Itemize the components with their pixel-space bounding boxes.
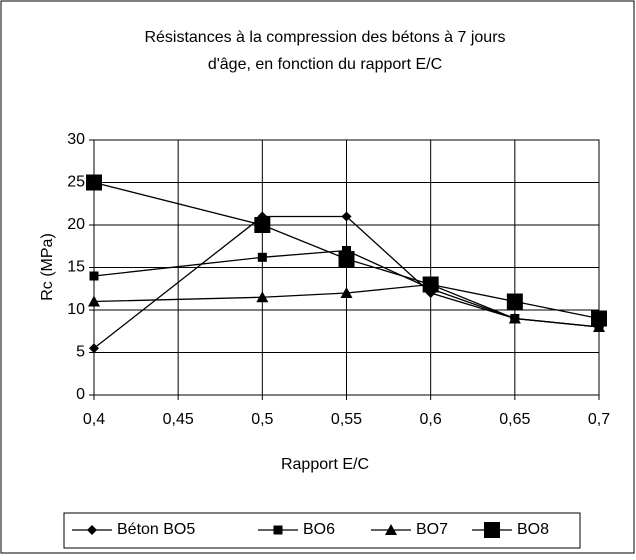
legend-marker	[273, 525, 283, 535]
chart-title: Résistances à la compression des bétons …	[144, 29, 505, 46]
y-tick-label: 20	[67, 216, 85, 233]
legend-label: BO6	[303, 521, 335, 538]
legend-marker	[484, 522, 500, 538]
marker	[88, 295, 100, 307]
legend-label: BO7	[416, 521, 448, 538]
legend-label: BO8	[517, 521, 549, 538]
legend-marker	[385, 524, 397, 535]
marker	[342, 246, 351, 255]
marker	[506, 293, 523, 310]
x-axis-title: Rapport E/C	[281, 456, 369, 473]
marker	[508, 312, 521, 324]
x-tick-label: 0,45	[163, 411, 194, 428]
x-tick-label: 0,65	[499, 411, 530, 428]
series-line	[93, 283, 600, 328]
series-line	[93, 181, 600, 320]
marker	[89, 343, 99, 354]
marker	[338, 251, 355, 267]
x-tick-label: 0,5	[251, 411, 273, 428]
marker	[340, 287, 353, 298]
y-tick-label: 10	[67, 301, 85, 318]
chart-title: d'âge, en fonction du rapport E/C	[208, 56, 442, 73]
y-tick-label: 0	[76, 386, 85, 403]
marker	[86, 174, 102, 191]
marker	[256, 291, 269, 303]
y-tick-label: 25	[67, 174, 85, 191]
marker	[422, 276, 439, 293]
marker	[254, 217, 271, 233]
y-tick-label: 5	[76, 344, 85, 361]
marker	[89, 271, 99, 281]
marker	[257, 252, 267, 262]
x-tick-label: 0,55	[331, 411, 362, 428]
x-tick-label: 0,4	[83, 411, 105, 428]
y-tick-label: 30	[67, 131, 85, 148]
y-tick-label: 15	[67, 259, 85, 276]
legend-label: Béton BO5	[117, 521, 195, 538]
legend-marker	[87, 525, 97, 535]
marker	[591, 310, 607, 327]
marker	[341, 211, 352, 222]
y-axis-title: Rc (MPa)	[39, 233, 56, 301]
x-tick-label: 0,7	[588, 411, 610, 428]
x-tick-label: 0,6	[420, 411, 442, 428]
